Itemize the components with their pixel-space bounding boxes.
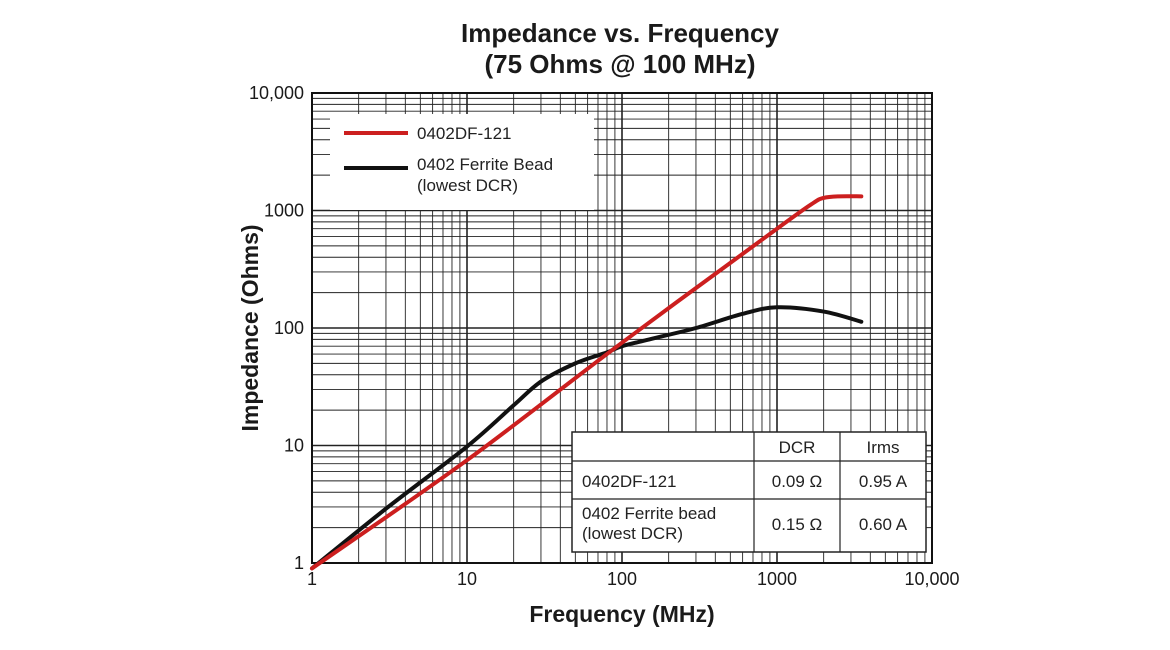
- y-tick-label: 10: [284, 436, 304, 456]
- chart-title-line1: Impedance vs. Frequency: [461, 18, 779, 48]
- x-tick-label: 1000: [757, 569, 797, 589]
- legend: 0402DF-121 0402 Ferrite Bead (lowest DCR): [330, 114, 594, 210]
- x-tick-label: 10: [457, 569, 477, 589]
- series-line-0402df-121: [310, 194, 864, 571]
- y-tick-label: 1: [294, 553, 304, 573]
- table-cell-dcr: 0.09 Ω: [772, 472, 823, 491]
- series-lines: [310, 194, 864, 571]
- legend-box: [330, 114, 594, 210]
- x-axis-label: Frequency (MHz): [529, 601, 714, 627]
- tick-labels: 1 10 100 1000 10,000 1 10 100 1000 10,000: [249, 83, 960, 589]
- table-cell-part-line2: (lowest DCR): [582, 524, 683, 543]
- table-frame: [571, 431, 927, 553]
- x-tick-label: 1: [307, 569, 317, 589]
- chart-subtitle: (75 Ohms @ 100 MHz): [484, 49, 756, 79]
- legend-label-ferrite-bead-line2: (lowest DCR): [417, 176, 518, 195]
- y-axis-label: Impedance (Ohms): [237, 224, 263, 431]
- table-cell-part: 0402 Ferrite bead: [582, 504, 716, 523]
- legend-label-0402df-121: 0402DF-121: [417, 124, 512, 143]
- table-cell-irms: 0.60 A: [859, 515, 908, 534]
- chart-title: Impedance vs. Frequency (75 Ohms @ 100 M…: [370, 18, 870, 80]
- legend-label-ferrite-bead: 0402 Ferrite Bead: [417, 155, 553, 174]
- data-table: DCR Irms 0402DF-121 0.09 Ω 0.95 A 0402 Ferrit…: [571, 431, 927, 553]
- x-tick-label: 10,000: [904, 569, 959, 589]
- table-header-dcr: DCR: [779, 438, 816, 457]
- table-cell-part: 0402DF-121: [582, 472, 677, 491]
- y-tick-label: 10,000: [249, 83, 304, 103]
- y-tick-label: 100: [274, 318, 304, 338]
- table-header-irms: Irms: [866, 438, 899, 457]
- y-tick-label: 1000: [264, 201, 304, 221]
- table-cell-irms: 0.95 A: [859, 472, 908, 491]
- plot-frame: [311, 92, 933, 564]
- x-tick-label: 100: [607, 569, 637, 589]
- table-cell-dcr: 0.15 Ω: [772, 515, 823, 534]
